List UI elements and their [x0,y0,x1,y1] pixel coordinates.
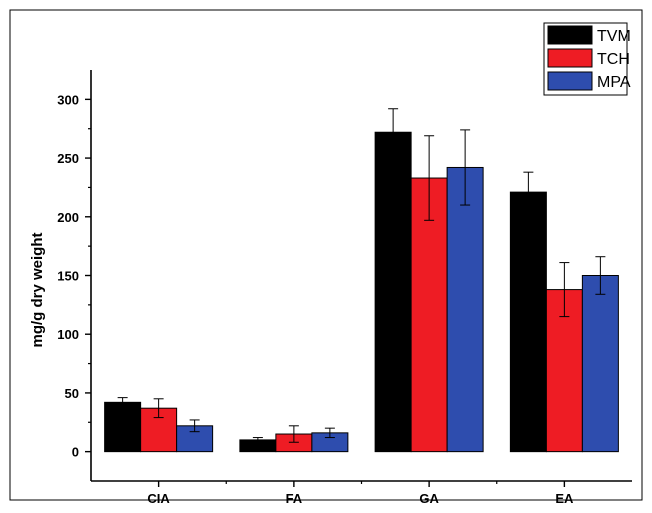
x-tick-label: FA [286,491,303,506]
bar-tvm-ea [509,191,547,453]
y-tick-label: 0 [72,445,79,460]
x-tick-label: GA [419,491,439,506]
bar-tvm-ga [374,131,412,453]
x-axis-ticks: CIA FA GA EA [147,481,574,506]
legend-swatch-mpa [547,71,593,91]
error-bars [117,108,606,443]
legend-swatch-tvm [547,25,593,45]
y-tick-label: 150 [57,269,79,284]
x-tick-label: EA [555,491,574,506]
bars [104,131,619,453]
outer-frame [9,9,643,501]
y-tick-label: 200 [57,210,79,225]
y-tick-label: 50 [65,386,79,401]
legend-label-tch: TCH [597,51,630,68]
legend-label-tvm: TVM [597,28,631,45]
y-axis-label: mg/g dry weight [29,232,46,347]
legend-label-mpa: MPA [597,74,631,91]
y-tick-label: 250 [57,151,79,166]
y-tick-label: 300 [57,92,79,107]
bar-mpa-ea [581,275,619,453]
x-tick-label: CIA [147,491,170,506]
y-axis-ticks: 0 50 100 150 200 250 300 [57,92,91,460]
bar-mpa-ga [446,166,484,453]
bar-tvm-cia [104,401,142,453]
legend-swatch-tch [547,48,593,68]
legend: TVM TCH MPA [543,22,631,96]
y-tick-label: 100 [57,327,79,342]
